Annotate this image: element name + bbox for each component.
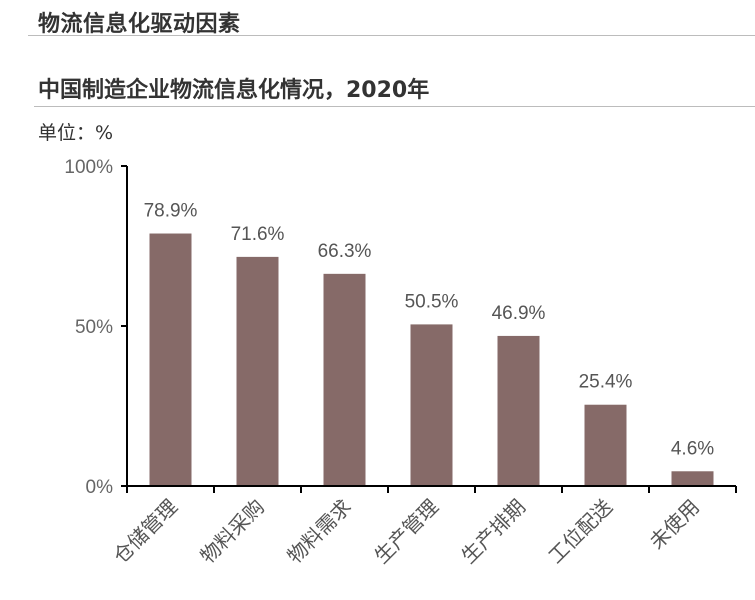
bar <box>236 256 279 486</box>
section-title: 物流信息化驱动因素 <box>38 12 241 37</box>
chart-title: 中国制造企业物流信息化情况，2020年 <box>38 78 430 103</box>
value-label: 25.4% <box>579 372 633 393</box>
category-label: 物料需求 <box>282 495 356 569</box>
bar <box>497 335 540 486</box>
category-label: 工位配送 <box>543 495 617 569</box>
y-tick-label: 50% <box>75 317 113 338</box>
bar <box>671 471 714 486</box>
value-label: 46.9% <box>492 303 546 324</box>
section-divider <box>28 35 755 36</box>
title-divider <box>34 106 755 107</box>
bar <box>149 233 192 486</box>
bar <box>323 273 366 486</box>
bar <box>410 324 453 486</box>
value-label: 4.6% <box>671 438 714 459</box>
category-label: 未使用 <box>645 495 704 554</box>
category-label: 生产管理 <box>369 495 443 569</box>
y-tick-label: 100% <box>64 157 113 178</box>
value-label: 71.6% <box>231 224 285 245</box>
category-label: 仓储管理 <box>108 495 182 569</box>
bar <box>584 404 627 486</box>
category-label: 生产排期 <box>456 495 530 569</box>
category-label: 物料采购 <box>195 495 269 569</box>
value-label: 78.9% <box>144 201 198 222</box>
value-label: 66.3% <box>318 241 372 262</box>
unit-label: 单位：% <box>38 122 114 144</box>
y-tick-label: 0% <box>86 477 114 498</box>
value-label: 50.5% <box>405 291 459 312</box>
